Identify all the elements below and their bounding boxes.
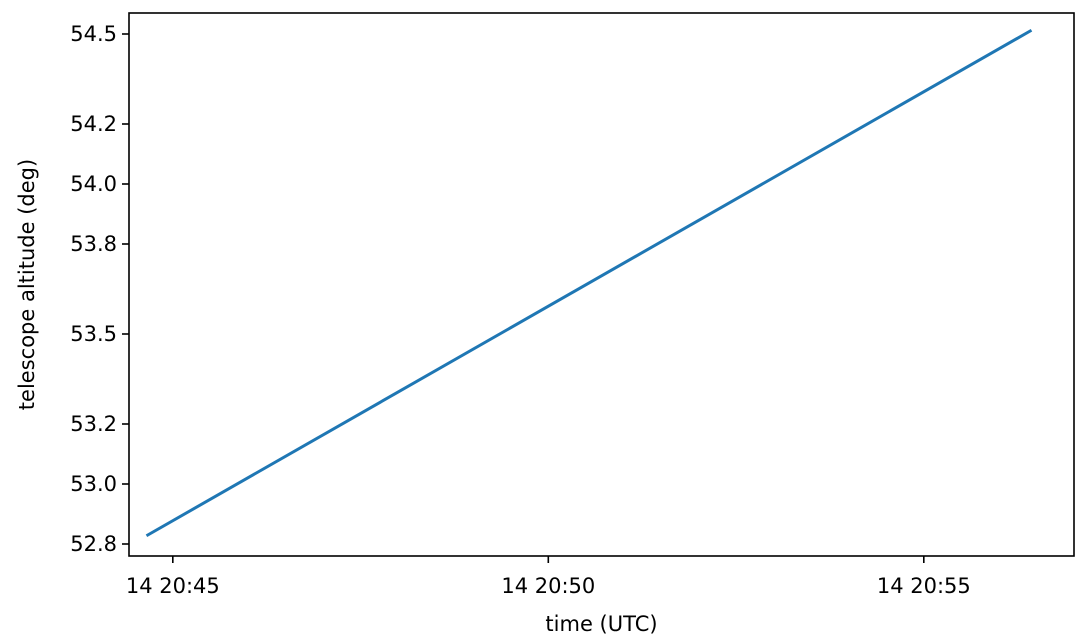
x-tick-label: 14 20:55 <box>877 574 971 598</box>
x-axis-ticks: 14 20:45 14 20:50 14 20:55 <box>126 556 971 598</box>
plot-frame <box>128 12 1075 557</box>
x-axis-title: time (UTC) <box>545 612 657 636</box>
x-tick-label: 14 20:50 <box>501 574 595 598</box>
y-tick-label: 52.8 <box>70 532 117 556</box>
y-tick-label: 53.8 <box>70 232 117 256</box>
y-tick-label: 54.2 <box>70 112 117 136</box>
y-tick-label: 53.5 <box>70 322 117 346</box>
y-tick-label: 54.5 <box>70 22 117 46</box>
y-axis-ticks: 52.8 53.0 53.2 53.5 53.8 54.0 54.2 54.5 <box>70 22 129 556</box>
plot-marks <box>145 28 1033 538</box>
y-tick-label: 54.0 <box>70 172 117 196</box>
y-tick-label: 53.2 <box>70 412 117 436</box>
y-tick-label: 53.0 <box>70 472 117 496</box>
x-tick-label: 14 20:45 <box>126 574 220 598</box>
y-axis-title: telescope altitude (deg) <box>15 159 39 410</box>
series-line-0 <box>145 28 1033 538</box>
